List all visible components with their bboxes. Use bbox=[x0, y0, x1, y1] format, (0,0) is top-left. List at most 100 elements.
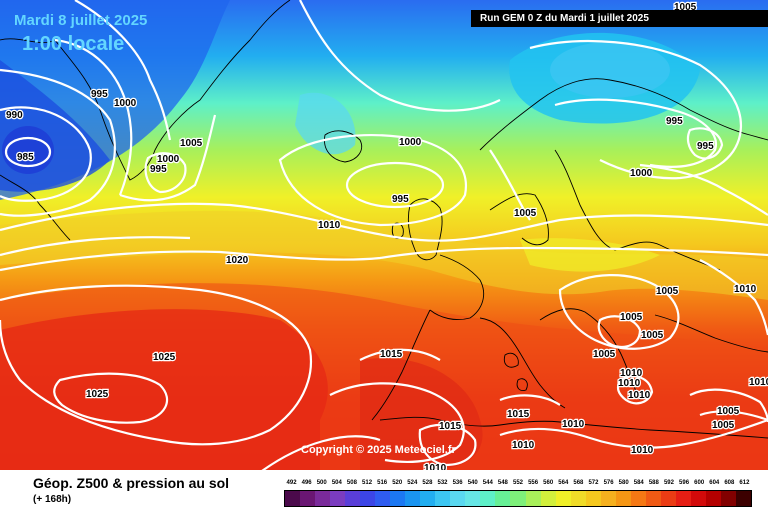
isobar-label-1005: 1005 bbox=[712, 420, 735, 431]
isobar-label-1000: 1000 bbox=[114, 98, 137, 109]
scale-label: 496 bbox=[301, 480, 312, 486]
forecast-lead-time: (+ 168h) bbox=[33, 494, 72, 505]
isobar-label-1015: 1015 bbox=[507, 409, 530, 420]
isobar-label-1010: 1010 bbox=[512, 440, 535, 451]
scale-swatch bbox=[420, 491, 436, 506]
isobar-label-1010: 1010 bbox=[618, 378, 641, 389]
isobar-label-1010: 1010 bbox=[631, 445, 654, 456]
isobar-label-995: 995 bbox=[392, 194, 409, 205]
isobar-label-1000: 1000 bbox=[157, 154, 180, 165]
scale-swatch bbox=[480, 491, 496, 506]
isobar-label-995: 995 bbox=[697, 141, 714, 152]
scale-label: 564 bbox=[558, 480, 569, 486]
scale-label: 588 bbox=[648, 480, 659, 486]
scale-label: 516 bbox=[377, 480, 388, 486]
scale-label: 596 bbox=[679, 480, 690, 486]
scale-swatch bbox=[465, 491, 481, 506]
scale-label: 556 bbox=[528, 480, 539, 486]
isobar-label-1010: 1010 bbox=[318, 220, 341, 231]
scale-label: 524 bbox=[407, 480, 418, 486]
isobar-label-1010: 1010 bbox=[628, 390, 651, 401]
scale-swatch bbox=[735, 491, 751, 506]
isobar-label-995: 995 bbox=[150, 164, 167, 175]
scale-label: 552 bbox=[512, 480, 523, 486]
scale-swatch bbox=[285, 491, 301, 506]
isobar-label-995: 995 bbox=[666, 116, 683, 127]
isobar-label-1005: 1005 bbox=[620, 312, 643, 323]
scale-swatch bbox=[300, 491, 316, 506]
scale-label: 580 bbox=[618, 480, 629, 486]
isobar-label-1005: 1005 bbox=[656, 286, 679, 297]
scale-label: 540 bbox=[467, 480, 478, 486]
isobar-label-1005: 1005 bbox=[593, 349, 616, 360]
forecast-time: 1:00 locale bbox=[22, 33, 125, 55]
isobar-label-1010: 1010 bbox=[749, 377, 768, 388]
isobar-label-995: 995 bbox=[91, 89, 108, 100]
scale-label: 504 bbox=[331, 480, 342, 486]
scale-swatch bbox=[540, 491, 556, 506]
scale-label: 612 bbox=[739, 480, 750, 486]
isobar-label-1010: 1010 bbox=[562, 419, 585, 430]
scale-label: 576 bbox=[603, 480, 614, 486]
isobar-label-1025: 1025 bbox=[153, 352, 176, 363]
scale-swatch bbox=[435, 491, 451, 506]
scale-swatch bbox=[720, 491, 736, 506]
scale-label: 512 bbox=[362, 480, 373, 486]
scale-swatch bbox=[630, 491, 646, 506]
scale-swatch bbox=[675, 491, 691, 506]
isobar-labels: 985 990 995 1000 995 1000 1005 1005 1000… bbox=[5, 1, 768, 470]
isobar-label-1005: 1005 bbox=[514, 208, 537, 219]
scale-label: 572 bbox=[588, 480, 599, 486]
scale-swatch bbox=[660, 491, 676, 506]
isobar-label-1015: 1015 bbox=[439, 421, 462, 432]
scale-label: 600 bbox=[694, 480, 705, 486]
scale-swatch bbox=[375, 491, 391, 506]
scale-swatch bbox=[345, 491, 361, 506]
isobar-label-1010: 1010 bbox=[424, 463, 447, 470]
scale-label: 536 bbox=[452, 480, 463, 486]
scale-swatch bbox=[570, 491, 586, 506]
copyright-text: Copyright © 2025 Meteociel.fr bbox=[301, 444, 456, 456]
scale-swatch bbox=[390, 491, 406, 506]
isobar-label-990: 990 bbox=[6, 110, 23, 121]
scale-swatch bbox=[330, 491, 346, 506]
scale-swatch bbox=[450, 491, 466, 506]
scale-swatch bbox=[690, 491, 706, 506]
isobar-label-1000: 1000 bbox=[399, 137, 422, 148]
isobar-label-1000: 1000 bbox=[630, 168, 653, 179]
scale-label: 608 bbox=[724, 480, 735, 486]
scale-label: 544 bbox=[482, 480, 493, 486]
isobar-label-1005: 1005 bbox=[180, 138, 203, 149]
scale-label: 584 bbox=[633, 480, 644, 486]
scale-label: 532 bbox=[437, 480, 448, 486]
isobar-label-1020: 1020 bbox=[226, 255, 249, 266]
scale-swatch bbox=[705, 491, 721, 506]
isobar-label-1005: 1005 bbox=[641, 330, 664, 341]
scale-swatch bbox=[510, 491, 526, 506]
isobar-label-985: 985 bbox=[17, 152, 34, 163]
isobar-label-1010: 1010 bbox=[734, 284, 757, 295]
forecast-date: Mardi 8 juillet 2025 bbox=[14, 12, 148, 29]
scale-swatch bbox=[615, 491, 631, 506]
scale-label: 592 bbox=[663, 480, 674, 486]
scale-label: 500 bbox=[316, 480, 327, 486]
isobar-label-1015: 1015 bbox=[380, 349, 403, 360]
forecast-map: 985 990 995 1000 995 1000 1005 1005 1000… bbox=[0, 0, 768, 470]
scale-label: 520 bbox=[392, 480, 403, 486]
scale-swatch bbox=[405, 491, 421, 506]
scale-swatch bbox=[600, 491, 616, 506]
scale-swatch bbox=[555, 491, 571, 506]
color-scale-labels: 492 496 500 504 508 512 516 520 524 528 532 536 540 5… bbox=[282, 480, 752, 489]
scale-label: 604 bbox=[709, 480, 720, 486]
scale-swatch bbox=[525, 491, 541, 506]
scale-label: 568 bbox=[573, 480, 584, 486]
map-title: Géop. Z500 & pression au sol bbox=[33, 475, 230, 491]
scale-swatch bbox=[645, 491, 661, 506]
scale-label: 560 bbox=[543, 480, 554, 486]
scale-swatch bbox=[585, 491, 601, 506]
scale-label: 492 bbox=[286, 480, 297, 486]
run-info-banner: Run GEM 0 Z du Mardi 1 juillet 2025 bbox=[471, 10, 768, 27]
color-scale-bar bbox=[284, 490, 752, 507]
coastlines bbox=[0, 0, 768, 439]
